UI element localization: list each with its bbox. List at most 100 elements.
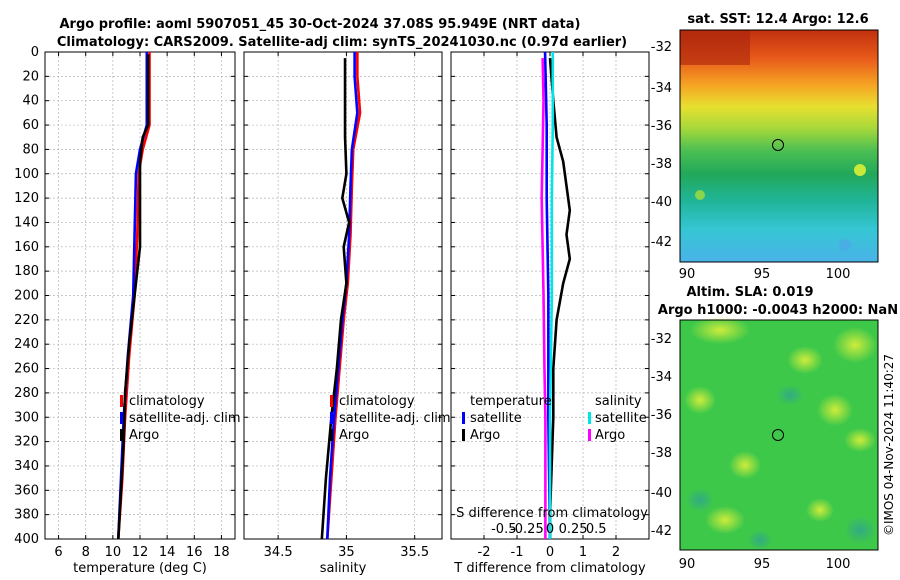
x-tick-label: 90	[679, 557, 696, 572]
y-tick-label: 340	[14, 459, 39, 474]
legend-swatch-temp-satellite	[462, 412, 465, 424]
x-tick-label-salinity: 0.25	[559, 522, 588, 537]
y-tick-label: -38	[651, 446, 672, 461]
watermark: ©IMOS 04-Nov-2024 11:40:27	[882, 354, 896, 536]
y-tick-label: 400	[14, 532, 39, 547]
legend-swatch-sal-argo	[588, 429, 591, 441]
y-tick-label: -40	[651, 486, 672, 501]
y-tick-label: -42	[651, 524, 672, 539]
series-line-climatology	[325, 52, 362, 540]
y-tick-label: -42	[651, 235, 672, 250]
x-tick-label: 35.5	[400, 545, 429, 560]
y-tick-label: -36	[651, 408, 672, 423]
sst-speckle	[854, 164, 866, 176]
y-tick-label: -40	[651, 195, 672, 210]
sla-map-title-1: Altim. SLA: 0.019	[687, 285, 814, 300]
sst-y-ticks: -32 -34 -36 -38 -40 -42	[651, 40, 672, 250]
sst-land-corner	[680, 30, 750, 65]
x-tick-label: 6	[54, 545, 62, 560]
x-tick-label: 100	[826, 557, 851, 572]
legend-label-temp-satellite: satellite	[470, 411, 522, 426]
x-tick-label: 1	[579, 545, 587, 560]
legend-swatch-argo	[330, 429, 333, 441]
x-axis-label: salinity	[320, 561, 367, 576]
sla-y-ticks: -32 -34 -36 -38 -40 -42	[651, 332, 672, 539]
series-line-temperature-satellite	[543, 51, 552, 540]
x-tick-label: 12	[132, 545, 149, 560]
legend-label-temp-argo: Argo	[470, 428, 500, 443]
x-tick-label: 95	[754, 557, 771, 572]
series-line-salinity-satellite	[548, 52, 555, 539]
x-tick-label: 2	[612, 545, 620, 560]
y-tick-label: 200	[14, 289, 39, 304]
sst-x-ticks: 90 95 100	[679, 267, 851, 282]
series-line-argo	[116, 54, 150, 540]
title-line-1: Argo profile: aoml 5907051_45 30-Oct-202…	[60, 17, 581, 32]
y-tick-label: -32	[651, 40, 672, 55]
temperature-legend: climatology satellite-adj. clim Argo	[120, 394, 241, 443]
x-tick-label: -1	[511, 545, 524, 560]
sla-blob	[844, 516, 876, 544]
x-tick-label-salinity: -0.5	[491, 522, 516, 537]
x-tick-label-salinity: 0.5	[586, 522, 607, 537]
y-tick-label: 60	[22, 118, 39, 133]
legend-label-argo: Argo	[129, 428, 159, 443]
legend-label-sal-satellite: satellite	[595, 411, 647, 426]
x-axis-label: T difference from climatology	[453, 561, 646, 576]
sst-speckle	[839, 239, 851, 251]
x-tick-label: 14	[159, 545, 176, 560]
legend-header-temperature: temperature	[470, 394, 552, 409]
sla-blob	[729, 451, 761, 479]
x-axis-label: temperature (deg C)	[73, 561, 207, 576]
sst-map	[679, 29, 879, 263]
y-tick-label: 40	[22, 94, 39, 109]
legend-swatch-climatology	[330, 395, 333, 407]
y-tick-label: 180	[14, 264, 39, 279]
sla-map-title-2: Argo h1000: -0.0043 h2000: NaN	[658, 303, 898, 318]
series-line-salinity-argo	[540, 58, 547, 539]
series-line-satellite-adj-clim	[325, 52, 359, 540]
y-tick-label: 220	[14, 313, 39, 328]
x-tick-label: 16	[186, 545, 203, 560]
y-tick-label: 320	[14, 435, 39, 450]
legend-swatch-satellite	[330, 412, 333, 424]
legend-label-satellite: satellite-adj. clim	[129, 411, 241, 426]
sla-blob	[705, 506, 745, 534]
x-tick-label: 8	[82, 545, 90, 560]
sst-speckle	[695, 190, 705, 200]
y-tick-label: -32	[651, 332, 672, 347]
y-tick-label: -36	[651, 119, 672, 134]
sla-x-ticks: 90 95 100	[679, 557, 851, 572]
x-tick-label: 100	[826, 267, 851, 282]
x-tick-label: 35	[338, 545, 355, 560]
y-tick-label: -34	[651, 81, 672, 96]
temperature-profile-chart: 0 20 40 60 80 100 120 140 160 180 200 220 240 260 280 3…	[14, 45, 236, 576]
legend-swatch-temp-argo	[462, 429, 465, 441]
sla-blob	[748, 530, 772, 550]
y-tick-label: 380	[14, 508, 39, 523]
sla-blob	[844, 428, 876, 452]
legend-swatch-satellite	[120, 412, 123, 424]
y-tick-label: 20	[22, 69, 39, 84]
y-tick-label: -34	[651, 370, 672, 385]
x-tick-label: 10	[105, 545, 122, 560]
x-tick-label: 0	[546, 545, 554, 560]
y-tick-label: 300	[14, 410, 39, 425]
legend-label-climatology: climatology	[339, 394, 415, 409]
y-tick-label: 100	[14, 167, 39, 182]
y-tick-label: 0	[31, 45, 39, 60]
sst-field	[680, 30, 878, 262]
y-tick-label: 160	[14, 240, 39, 255]
sla-blob	[806, 498, 834, 522]
difference-profile-chart: -2 -1 0 1 2T difference from climatology S di…	[450, 51, 650, 576]
series-line-temperature-argo	[548, 57, 572, 539]
x-tick-label: 95	[754, 267, 771, 282]
sla-map	[679, 316, 879, 551]
y-tick-label: 260	[14, 362, 39, 377]
sla-blob	[833, 327, 877, 363]
sst-map-title: sat. SST: 12.4 Argo: 12.6	[687, 12, 868, 27]
y-tick-label: 120	[14, 191, 39, 206]
legend-label-satellite: satellite-adj. clim	[339, 411, 451, 426]
argo-position-marker	[772, 429, 784, 441]
